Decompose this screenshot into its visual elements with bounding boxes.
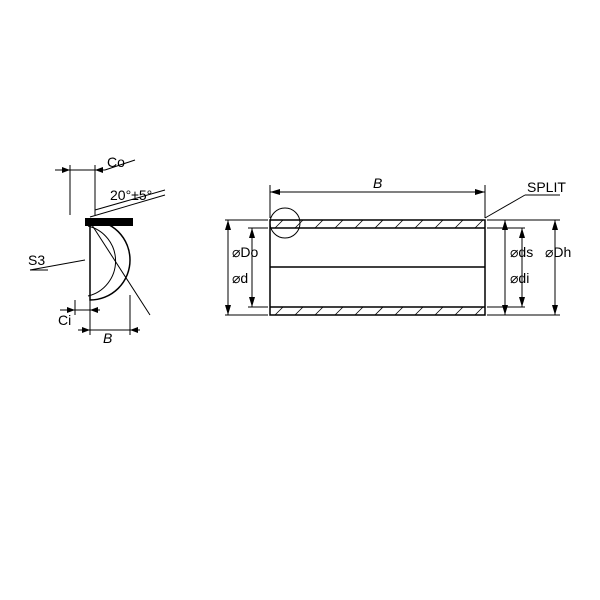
- technical-drawing: Co 20°±5° S3 Ci B: [0, 0, 600, 600]
- label-b-left: B: [103, 330, 112, 346]
- label-angle: 20°±5°: [110, 187, 152, 203]
- label-do: ⌀Do: [232, 244, 259, 260]
- left-cross-section-view: Co 20°±5° S3 Ci B: [28, 154, 165, 346]
- label-b-right: B: [373, 175, 382, 191]
- hatch-top: [275, 220, 483, 228]
- hatch-bottom: [275, 307, 483, 315]
- label-co: Co: [107, 154, 125, 170]
- label-di: ⌀di: [510, 270, 529, 286]
- label-d: ⌀d: [232, 270, 248, 286]
- label-dh: ⌀Dh: [545, 244, 571, 260]
- right-side-view: B SPLIT ⌀Do ⌀d ⌀ds ⌀: [225, 175, 571, 315]
- label-s3: S3: [28, 252, 45, 268]
- label-ci: Ci: [58, 312, 71, 328]
- label-split: SPLIT: [527, 179, 566, 195]
